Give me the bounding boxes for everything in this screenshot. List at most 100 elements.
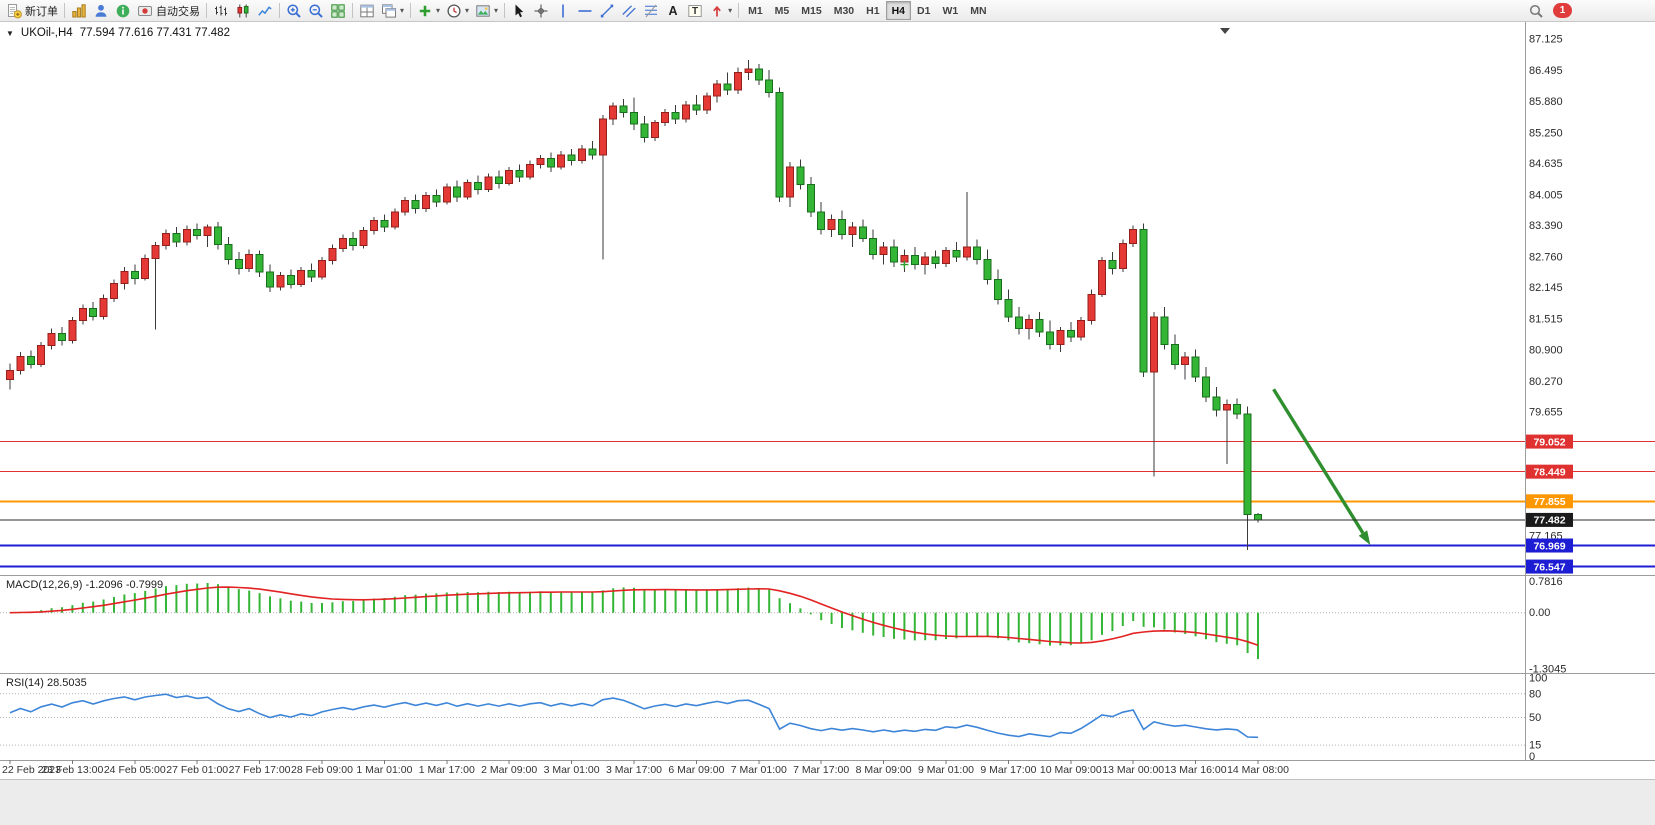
one-click-trading-toggle[interactable]: ▼ <box>6 29 14 38</box>
cascade-windows-button[interactable]: ▾ <box>378 1 407 21</box>
svg-text:0.00: 0.00 <box>1529 607 1550 619</box>
arrows-button[interactable]: ▾ <box>706 1 735 21</box>
candlestick-chart-button[interactable] <box>232 1 254 21</box>
svg-text:87.125: 87.125 <box>1529 34 1563 46</box>
svg-text:79.655: 79.655 <box>1529 406 1563 418</box>
toolbar-separator <box>352 3 353 18</box>
svg-text:22 Feb 2023: 22 Feb 2023 <box>2 764 61 776</box>
dropdown-caret-icon: ▾ <box>494 5 499 15</box>
community-button[interactable] <box>112 1 134 21</box>
fibonacci-icon <box>643 3 659 19</box>
templates-button[interactable]: ▾ <box>472 1 501 21</box>
svg-text:86.495: 86.495 <box>1529 65 1563 77</box>
chart-shift-marker[interactable] <box>1220 28 1230 34</box>
text-label-button[interactable]: T <box>684 1 706 21</box>
fibonacci-button[interactable] <box>640 1 662 21</box>
search-icon <box>1528 3 1544 19</box>
timeframe-w1-button[interactable]: W1 <box>936 1 964 20</box>
timeframe-m1-button[interactable]: M1 <box>742 1 769 20</box>
chart-canvas[interactable]: 0.78160.00-1.3045100805015087.12586.4958… <box>0 22 1655 779</box>
indicators-icon <box>417 3 433 19</box>
horizontal-line-button[interactable] <box>574 1 596 21</box>
timeframe-m15-button[interactable]: M15 <box>795 1 827 20</box>
notification-badge[interactable]: 1 <box>1553 3 1572 18</box>
timeframe-m5-button[interactable]: M5 <box>769 1 796 20</box>
text-button[interactable]: A <box>662 1 684 21</box>
timeframe-d1-button[interactable]: D1 <box>911 1 936 20</box>
tile-windows-icon <box>330 3 346 19</box>
profile-icon <box>93 3 109 19</box>
chart-window-icon <box>71 3 87 19</box>
arrange-windows-button[interactable] <box>356 1 378 21</box>
trendline-button[interactable] <box>596 1 618 21</box>
svg-text:84.005: 84.005 <box>1529 189 1563 201</box>
svg-text:85.880: 85.880 <box>1529 96 1563 108</box>
svg-text:0.7816: 0.7816 <box>1529 576 1563 588</box>
svg-text:T: T <box>692 6 698 17</box>
chart-window-button[interactable] <box>68 1 90 21</box>
svg-text:80.270: 80.270 <box>1529 376 1563 388</box>
price-badge-76.547: 76.547 <box>1526 559 1573 574</box>
bar-chart-button[interactable] <box>210 1 232 21</box>
autotrading-button[interactable]: 自动交易 <box>134 1 203 21</box>
zoom-out-button[interactable] <box>305 1 327 21</box>
timeframe-bar: M1 M5 M15 M30 H1 H4 D1 W1 MN <box>742 0 992 22</box>
timeframe-mn-button[interactable]: MN <box>964 1 992 20</box>
svg-text:76.547: 76.547 <box>1533 561 1565 573</box>
dropdown-caret-icon: ▾ <box>400 5 405 15</box>
svg-text:7 Mar 01:00: 7 Mar 01:00 <box>731 764 787 776</box>
candlestick-chart-icon <box>235 3 251 19</box>
panel-separators <box>0 22 1655 761</box>
toolbar-separator <box>206 3 207 18</box>
templates-icon <box>475 3 491 19</box>
text-icon: A <box>665 3 681 19</box>
timeframe-h4-button[interactable]: H4 <box>885 1 912 20</box>
crosshair-icon <box>533 3 549 19</box>
line-chart-icon <box>257 3 273 19</box>
vertical-line-icon <box>555 3 571 19</box>
window-background <box>0 779 1655 825</box>
tile-windows-button[interactable] <box>327 1 349 21</box>
svg-text:-1.3045: -1.3045 <box>1529 664 1566 676</box>
svg-text:2 Mar 09:00: 2 Mar 09:00 <box>481 764 537 776</box>
community-icon <box>115 3 131 19</box>
search-button[interactable] <box>1525 1 1547 21</box>
rsi-line <box>9 693 1259 739</box>
arrow-annotation[interactable] <box>1272 388 1371 545</box>
macd-indicator-label: MACD(12,26,9) -1.2096 -0.7999 <box>6 579 164 591</box>
dropdown-caret-icon: ▾ <box>436 5 441 15</box>
channel-button[interactable] <box>618 1 640 21</box>
svg-text:77.482: 77.482 <box>1533 515 1565 527</box>
new-order-icon <box>6 3 22 19</box>
svg-text:23 Feb 13:00: 23 Feb 13:00 <box>41 764 103 776</box>
bar-chart-icon <box>213 3 229 19</box>
indicators-button[interactable]: ▾ <box>414 1 443 21</box>
price-badge-78.449: 78.449 <box>1526 464 1573 479</box>
svg-text:80: 80 <box>1529 688 1541 700</box>
new-order-button[interactable]: 新订单 <box>3 1 61 21</box>
profile-button[interactable] <box>90 1 112 21</box>
svg-text:3 Mar 17:00: 3 Mar 17:00 <box>606 764 662 776</box>
svg-text:13 Mar 00:00: 13 Mar 00:00 <box>1102 764 1164 776</box>
svg-text:81.515: 81.515 <box>1529 314 1563 326</box>
cursor-icon <box>511 3 527 19</box>
zoom-in-button[interactable] <box>283 1 305 21</box>
svg-text:80.900: 80.900 <box>1529 344 1563 356</box>
vertical-line-button[interactable] <box>552 1 574 21</box>
toolbar-right: 1 <box>1525 1 1652 21</box>
autotrading-icon <box>137 3 153 19</box>
cursor-button[interactable] <box>508 1 530 21</box>
timeframe-h1-button[interactable]: H1 <box>860 1 885 20</box>
periods-button[interactable]: ▾ <box>443 1 472 21</box>
svg-text:8 Mar 09:00: 8 Mar 09:00 <box>856 764 912 776</box>
svg-text:83.390: 83.390 <box>1529 220 1563 232</box>
svg-text:0: 0 <box>1529 751 1535 763</box>
price-badge-79.052: 79.052 <box>1526 434 1573 449</box>
timeframe-m30-button[interactable]: M30 <box>828 1 860 20</box>
crosshair-button[interactable] <box>530 1 552 21</box>
zoom-out-icon <box>308 3 324 19</box>
svg-text:27 Feb 17:00: 27 Feb 17:00 <box>229 764 291 776</box>
svg-text:1 Mar 01:00: 1 Mar 01:00 <box>356 764 412 776</box>
line-chart-button[interactable] <box>254 1 276 21</box>
